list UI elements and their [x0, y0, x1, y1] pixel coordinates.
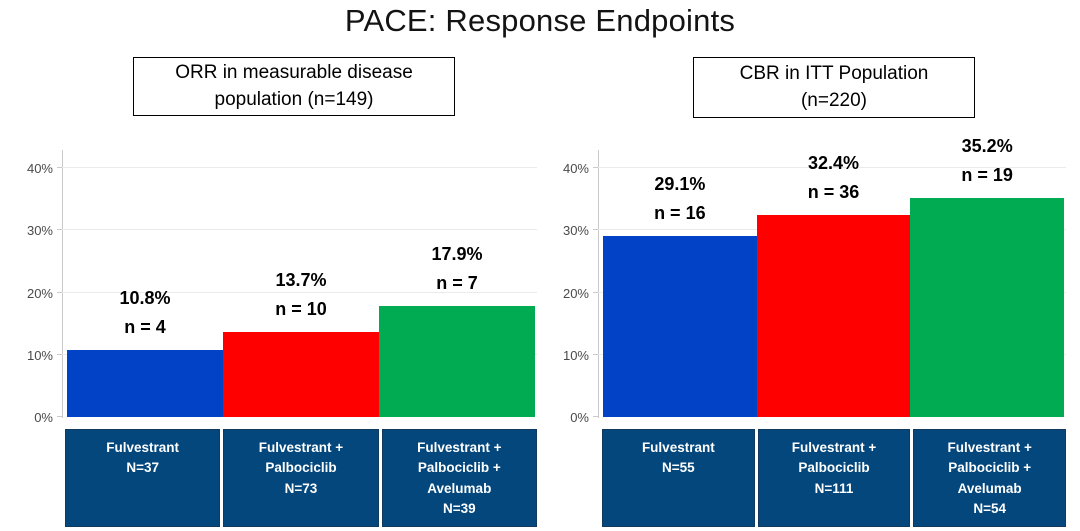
gridline-40% [62, 167, 537, 168]
bar-n-text: n = 10 [275, 299, 327, 320]
y-tick-mark [57, 229, 62, 231]
category-line: Fulvestrant [641, 440, 715, 455]
y-tick-label: 0% [570, 410, 589, 425]
category-line: Fulvestrant + [947, 440, 1032, 455]
chart-cbr-header: CBR in ITT Population (n=220) [693, 57, 975, 118]
bar-percent-text: 13.7% [275, 270, 327, 291]
category-line: N=54 [973, 500, 1006, 516]
bar-n-text: n = 7 [436, 273, 478, 294]
bar-column: 29.1% n = 16 [603, 150, 757, 417]
y-tick-label: 20% [562, 285, 589, 301]
y-tick-mark [593, 167, 598, 168]
chart-orr-header-line2: population (n=149) [214, 88, 374, 110]
bar [379, 306, 535, 417]
bar-percent-text: 32.4% [807, 153, 860, 174]
gridline-40% [598, 167, 1066, 168]
chart-orr-category-row: Fulvestrant N=37 Fulvestrant + Palbociclib N… [65, 429, 537, 527]
y-tick-label: 10% [26, 347, 53, 363]
bar-percent-text: 29.1% [654, 174, 706, 195]
category-line: Fulvestrant [106, 440, 180, 455]
y-tick-label: 10% [562, 347, 589, 363]
chart-cbr-header-line2: (n=220) [800, 89, 868, 111]
bar [67, 350, 223, 417]
y-tick-mark [593, 416, 598, 417]
chart-cbr-header-line1: CBR in ITT Population [739, 62, 929, 84]
bar [603, 236, 757, 417]
bar-value-label: 17.9% n = 7 [354, 240, 560, 298]
category-line: Fulvestrant + [417, 440, 502, 455]
category-line: Palbociclib [265, 460, 337, 476]
y-tick-label: 40% [562, 161, 589, 176]
bar-n-text: n = 16 [654, 203, 706, 224]
chart-cbr-plot-area: 0% 10% 20% 30% 40% 29.1% n = 16 32.4% n = 36 35.2… [563, 136, 1066, 425]
category-line: N=37 [126, 460, 159, 476]
bars-container: 10.8% n = 4 13.7% n = 10 17.9% n = 7 [67, 150, 535, 417]
category-line: Fulvestrant + [258, 440, 344, 455]
bar-value-label: 32.4% n = 36 [732, 149, 936, 207]
y-tick-mark [593, 353, 598, 355]
chart-cbr-category-row: Fulvestrant N=55 Fulvestrant + Palbociclib N… [602, 429, 1067, 527]
gridline-30% [62, 229, 537, 231]
bar-value-label: 35.2% n = 19 [885, 132, 1080, 190]
bar-value-label: 10.8% n = 4 [42, 284, 248, 342]
category-line: Palbociclib + [948, 460, 1032, 476]
bar-n-text: n = 19 [961, 165, 1013, 186]
category-line: Fulvestrant + [791, 440, 877, 455]
category-line: N=39 [442, 500, 476, 516]
chart-orr-header-line1: ORR in measurable disease [175, 61, 413, 83]
bar-value-label: 29.1% n = 16 [578, 170, 782, 228]
bar-n-text: n = 4 [124, 317, 166, 338]
bar [756, 215, 911, 417]
category-line: N=55 [662, 460, 695, 476]
bar-percent-text: 35.2% [961, 136, 1013, 157]
bar-n-text: n = 36 [807, 182, 860, 203]
category-line: N=73 [284, 480, 318, 496]
bar-value-label: 13.7% n = 10 [198, 266, 404, 324]
bar-column: 13.7% n = 10 [223, 150, 379, 417]
category-box: Fulvestrant N=55 [602, 429, 755, 527]
y-axis-line [598, 150, 599, 418]
bar-column: 35.2% n = 19 [910, 136, 1065, 417]
bar [910, 198, 1065, 417]
category-box: Fulvestrant + Palbociclib N=111 [757, 429, 911, 527]
category-line: Avelumab [427, 480, 492, 496]
y-tick-label: 40% [26, 161, 53, 176]
category-line: Palbociclib [798, 460, 870, 476]
bar-column: 32.4% n = 36 [756, 150, 911, 417]
gridline-20% [62, 291, 537, 293]
category-box: Fulvestrant + Palbociclib N=73 [223, 429, 379, 527]
bar-column: 17.9% n = 7 [379, 150, 535, 417]
y-axis-line [62, 150, 63, 418]
y-tick-label: 20% [26, 285, 53, 301]
y-tick-mark [593, 229, 598, 231]
category-box: Fulvestrant + Palbociclib + Avelumab N=39 [381, 429, 537, 527]
category-line: Palbociclib + [417, 460, 501, 476]
page-title: PACE: Response Endpoints [344, 3, 736, 38]
bars-container: 29.1% n = 16 32.4% n = 36 35.2% n = 19 [603, 136, 1065, 417]
bar-percent-text: 17.9% [431, 244, 483, 265]
y-tick-mark [57, 416, 62, 417]
chart-orr-plot-area: 0% 10% 20% 30% 40% 10.8% n = 4 13.7% n = 10 17.9%… [27, 150, 537, 425]
bar-percent-text: 10.8% [119, 288, 171, 309]
y-tick-mark [593, 291, 598, 293]
y-tick-mark [57, 167, 62, 168]
bar [223, 332, 379, 417]
category-box: Fulvestrant + Palbociclib + Avelumab N=54 [913, 429, 1067, 527]
category-line: Avelumab [957, 480, 1022, 496]
category-box: Fulvestrant N=37 [65, 429, 221, 527]
y-tick-mark [57, 291, 62, 293]
chart-orr-header: ORR in measurable disease population (n=… [133, 57, 455, 116]
y-tick-label: 30% [562, 223, 589, 239]
y-tick-label: 30% [26, 223, 53, 239]
category-line: N=111 [814, 480, 854, 496]
y-tick-mark [57, 353, 62, 355]
y-tick-label: 0% [34, 410, 53, 425]
bar-column: 10.8% n = 4 [67, 150, 223, 417]
